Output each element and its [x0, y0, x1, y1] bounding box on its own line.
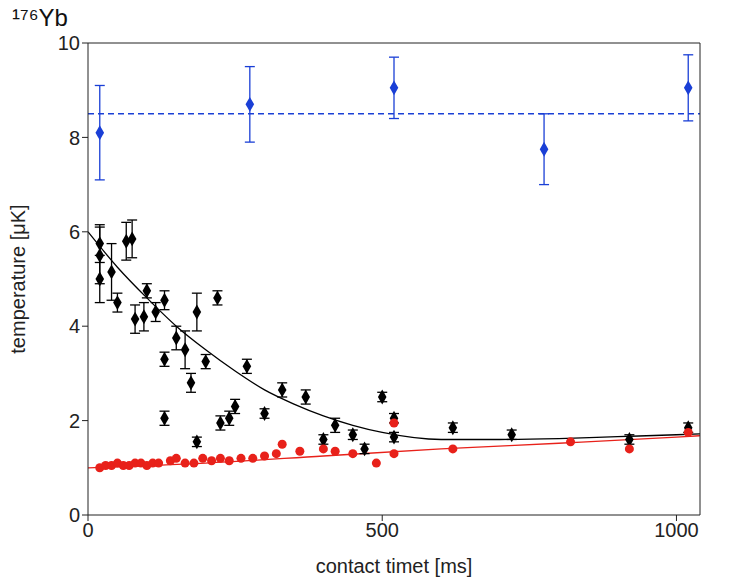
svg-text:1000: 1000: [654, 519, 699, 541]
svg-text:8: 8: [69, 127, 80, 149]
svg-text:2: 2: [69, 410, 80, 432]
svg-text:contact timet [ms]: contact timet [ms]: [316, 555, 473, 577]
svg-text:temperature [μK]: temperature [μK]: [7, 204, 29, 353]
html-text:¹⁷⁶Yb: ¹⁷⁶Yb: [12, 4, 68, 31]
svg-text:500: 500: [366, 519, 399, 541]
svg-text:10: 10: [58, 32, 80, 54]
svg-text:0: 0: [82, 519, 93, 541]
svg-text:0: 0: [69, 504, 80, 526]
svg-text:4: 4: [69, 315, 80, 337]
svg-text:6: 6: [69, 221, 80, 243]
